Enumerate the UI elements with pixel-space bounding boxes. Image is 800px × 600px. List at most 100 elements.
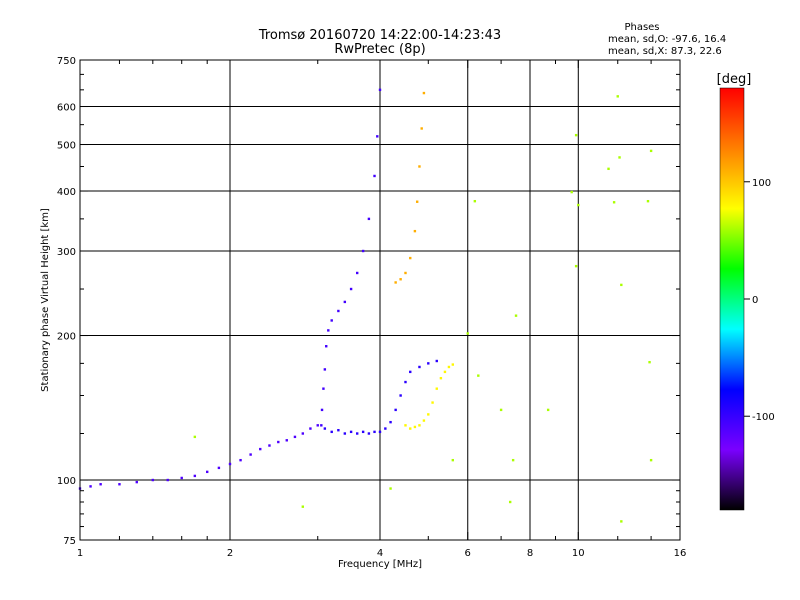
echo-point xyxy=(415,200,419,203)
stats-heading: Phases xyxy=(624,22,659,33)
grid-lines xyxy=(80,60,680,540)
echo-point xyxy=(320,424,323,427)
echo-point xyxy=(404,424,407,427)
y-axis-label: Stationary phase Virtual Height [km] xyxy=(40,208,51,392)
echo-point xyxy=(285,439,288,442)
echo-point xyxy=(546,408,550,412)
echo-point xyxy=(355,432,359,435)
echo-point xyxy=(293,435,297,439)
x-tick-label: 8 xyxy=(527,548,533,559)
echo-point xyxy=(435,359,438,363)
echo-point xyxy=(409,256,412,260)
echo-point xyxy=(620,283,623,287)
echo-point xyxy=(574,264,578,268)
echo-point xyxy=(373,174,376,178)
echo-point xyxy=(649,149,653,153)
echo-point xyxy=(301,432,305,435)
echo-point xyxy=(508,500,512,504)
echo-point xyxy=(239,458,242,462)
echo-point xyxy=(349,430,353,434)
echo-point xyxy=(616,95,619,98)
echo-point xyxy=(570,190,573,194)
echo-point xyxy=(322,387,325,390)
echo-point xyxy=(439,376,443,380)
echo-point xyxy=(320,408,324,412)
y-tick-label: 200 xyxy=(57,332,76,343)
echo-point xyxy=(389,487,392,490)
echo-point xyxy=(418,424,421,427)
echo-point xyxy=(193,474,197,478)
echo-point xyxy=(323,427,327,430)
echo-point xyxy=(327,329,330,332)
echo-point xyxy=(135,480,138,484)
echo-point xyxy=(330,430,333,434)
echo-point xyxy=(418,165,421,168)
echo-point xyxy=(466,332,469,335)
echo-point xyxy=(361,430,365,434)
stats-o-mode: mean, sd,O: -97.6, 16.4 xyxy=(608,34,726,45)
echo-point xyxy=(367,217,371,221)
echo-point xyxy=(612,201,616,204)
echo-point xyxy=(325,345,328,348)
echo-point xyxy=(477,374,480,377)
x-tick-label: 6 xyxy=(465,548,471,559)
echo-point xyxy=(404,380,407,384)
colorbar xyxy=(719,87,745,511)
echo-point xyxy=(259,447,262,451)
echo-point xyxy=(389,420,392,424)
echo-point xyxy=(89,485,92,488)
echo-point xyxy=(337,309,340,313)
echo-point xyxy=(451,363,455,366)
echo-point xyxy=(648,360,651,364)
echo-point xyxy=(473,199,477,203)
echo-points xyxy=(78,88,653,523)
echo-point xyxy=(99,483,102,486)
echo-point xyxy=(447,365,451,369)
echo-point xyxy=(166,478,169,482)
echo-point xyxy=(607,167,610,171)
echo-point xyxy=(361,249,365,253)
x-tick-label: 4 xyxy=(377,548,383,559)
echo-point xyxy=(409,427,412,430)
x-tick-label: 2 xyxy=(227,548,233,559)
echo-point xyxy=(431,401,434,404)
echo-point xyxy=(511,458,515,462)
echo-point xyxy=(337,429,340,432)
echo-point xyxy=(343,432,347,435)
echo-point xyxy=(384,427,387,430)
echo-point xyxy=(574,133,578,137)
echo-point xyxy=(418,365,421,369)
echo-point xyxy=(618,156,621,159)
echo-point xyxy=(649,458,653,462)
colorbar-label: [deg] xyxy=(717,72,752,87)
y-tick-label: 400 xyxy=(57,187,76,198)
echo-point xyxy=(404,271,407,275)
echo-point xyxy=(277,440,280,444)
y-tick-label: 500 xyxy=(57,141,76,152)
echo-point xyxy=(249,453,252,456)
echo-point xyxy=(309,427,312,430)
echo-point xyxy=(422,419,426,422)
echo-point xyxy=(378,430,382,434)
chart-title: Tromsø 20160720 14:22:00-14:23:43 xyxy=(258,28,501,43)
echo-point xyxy=(343,300,347,304)
y-tick-label: 750 xyxy=(57,56,76,67)
echo-point xyxy=(378,88,382,92)
x-tick-label: 1 xyxy=(77,548,83,559)
x-tick-label: 16 xyxy=(674,548,687,559)
colorbar-tick-label: -100 xyxy=(752,412,775,423)
echo-point xyxy=(413,425,417,429)
echo-point xyxy=(646,199,650,203)
echo-point xyxy=(399,278,402,281)
echo-point xyxy=(323,368,327,371)
echo-point xyxy=(205,470,209,474)
x-tick-label: 10 xyxy=(572,548,585,559)
echo-point xyxy=(228,462,232,466)
echo-point xyxy=(420,127,423,130)
echo-point xyxy=(301,505,305,508)
colorbar-ticks: 100 0 -100 xyxy=(744,178,775,423)
echo-point xyxy=(118,483,121,486)
chart-subtitle: RwPretec (8p) xyxy=(334,42,425,57)
echo-point xyxy=(316,424,319,427)
